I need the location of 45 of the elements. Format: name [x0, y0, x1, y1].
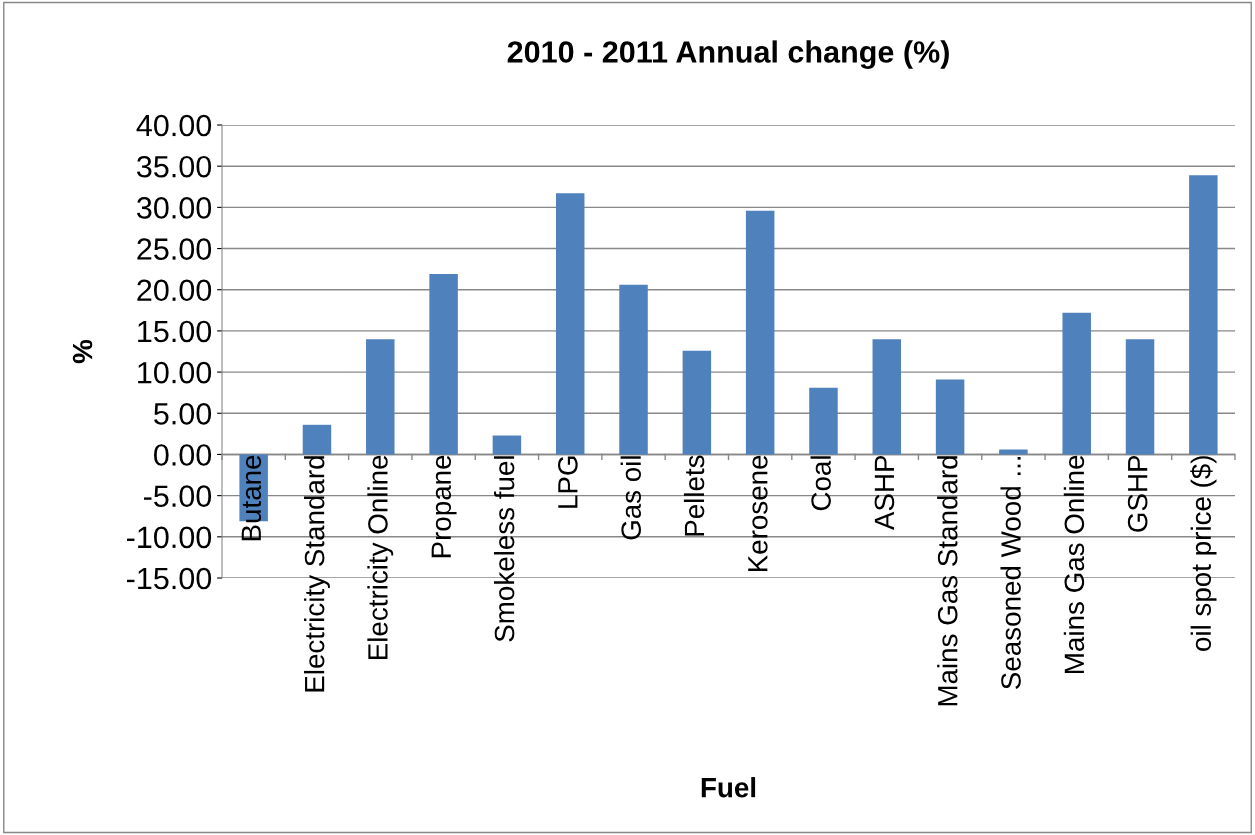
x-tick-label: Propane	[431, 455, 457, 558]
bar	[745, 210, 775, 455]
y-tick-label: -10.00	[127, 526, 212, 549]
y-tick-label: 5.00	[154, 403, 212, 425]
bar	[809, 387, 838, 455]
y-tick-label: 10.00	[138, 361, 212, 384]
x-tick-label: Electricity Online	[367, 455, 394, 660]
x-tick-label: Smokeless fuel	[493, 456, 515, 642]
x-tick-label: Butane	[241, 455, 262, 541]
x-tick-label: oil spot price ($)	[1190, 456, 1217, 651]
bar	[935, 379, 965, 455]
bar	[366, 339, 395, 455]
y-tick-label: 25.00	[137, 238, 212, 260]
y-tick-label: 20.00	[137, 279, 212, 302]
x-tick-label: GSHP	[1127, 455, 1148, 532]
x-tick-label: Coal	[810, 456, 831, 511]
x-tick-label: Mains Gas Standard	[937, 456, 958, 706]
bar	[302, 424, 332, 455]
bar	[1125, 339, 1155, 455]
y-tick-label: 0.00	[154, 444, 212, 466]
y-tick-label: -5.00	[144, 485, 212, 508]
y-tick-label: 15.00	[138, 320, 212, 343]
bar	[619, 284, 648, 455]
bar	[555, 193, 585, 455]
bar	[429, 274, 458, 455]
y-tick-label: 40.00	[136, 114, 212, 137]
x-tick-label: Seasoned Wood ...	[1000, 456, 1021, 689]
x-tick-label: Pellets	[683, 455, 705, 536]
y-tick-label: 30.00	[136, 197, 212, 219]
x-tick-label: Mains Gas Online	[1063, 455, 1085, 673]
x-tick-label: ASHP	[874, 455, 895, 531]
y-tick-label: -15.00	[127, 567, 212, 590]
bar	[1062, 312, 1091, 455]
x-tick-label: Gas oil	[620, 456, 641, 540]
x-tick-label: LPG	[558, 456, 578, 508]
bar	[492, 435, 522, 455]
bar	[1189, 175, 1218, 455]
x-tick-label: Kerosene	[748, 455, 768, 572]
bar	[872, 339, 902, 455]
chart-title: 2010 - 2011 Annual change (%)	[507, 40, 949, 69]
x-tick-label: Electricity Standard	[304, 456, 330, 692]
y-tick-label: 35.00	[136, 155, 212, 178]
x-axis-title: Fuel	[701, 777, 756, 798]
bar	[682, 350, 712, 455]
y-axis-title: %	[72, 339, 93, 364]
